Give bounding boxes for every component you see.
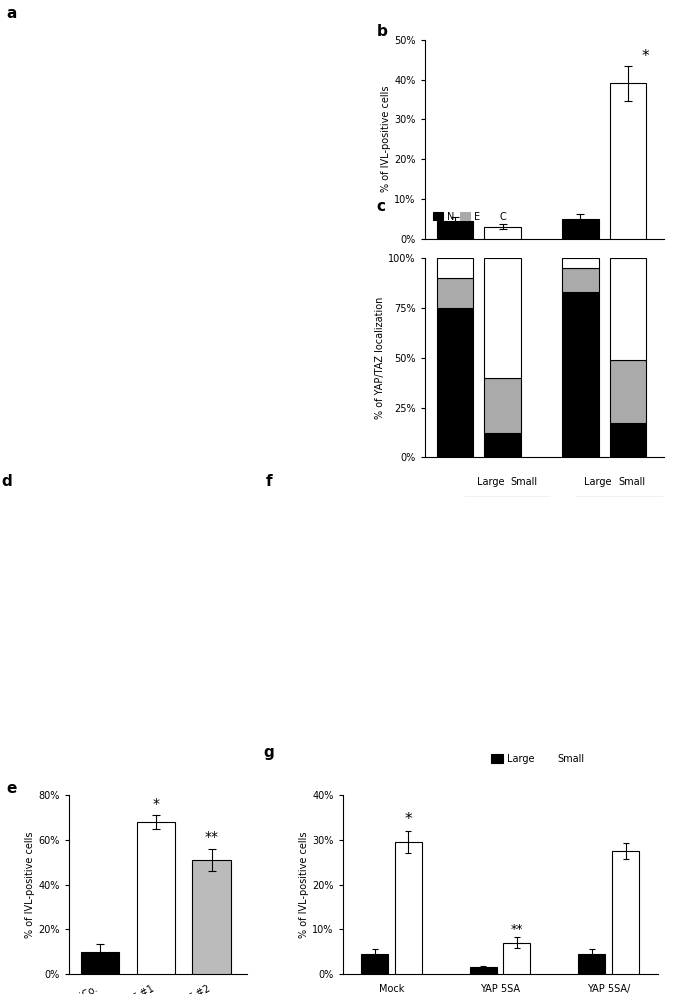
Bar	[484, 227, 521, 239]
Text: 2 h: 2 h	[499, 294, 515, 304]
Legend: N, E, C: N, E, C	[429, 208, 510, 226]
Bar	[136, 822, 175, 974]
Text: c: c	[377, 199, 386, 214]
Bar	[610, 258, 646, 360]
Text: b: b	[377, 24, 388, 39]
Bar	[484, 378, 521, 433]
Bar	[437, 308, 473, 457]
Text: d: d	[1, 474, 12, 489]
Bar	[361, 954, 388, 974]
Bar	[562, 268, 599, 292]
Text: Large: Large	[584, 258, 611, 268]
Bar	[562, 219, 599, 239]
Bar	[437, 278, 473, 308]
Bar	[81, 952, 119, 974]
Bar	[192, 860, 231, 974]
Text: **: **	[510, 923, 523, 936]
Text: a: a	[7, 6, 17, 21]
Bar	[610, 360, 646, 423]
Text: *: *	[404, 811, 412, 827]
Bar	[578, 954, 606, 974]
Text: **: **	[205, 830, 219, 845]
Text: Small: Small	[619, 477, 646, 487]
Text: *: *	[152, 797, 160, 811]
Bar	[395, 842, 422, 974]
Legend: Large, Small: Large, Small	[487, 749, 588, 767]
Y-axis label: % of IVL-positive cells: % of IVL-positive cells	[299, 831, 309, 938]
Bar	[562, 292, 599, 457]
Text: *: *	[642, 49, 649, 64]
Bar	[484, 258, 521, 378]
Bar	[612, 851, 639, 974]
Text: 24 h: 24 h	[608, 513, 630, 523]
Text: f: f	[266, 474, 273, 489]
Text: e: e	[6, 781, 16, 796]
Bar	[503, 942, 530, 974]
Bar	[437, 258, 473, 278]
Text: g: g	[264, 746, 275, 760]
Text: Small: Small	[510, 258, 538, 268]
Text: Large: Large	[477, 477, 504, 487]
Text: Large: Large	[477, 258, 504, 268]
Bar	[484, 433, 521, 457]
Bar	[610, 423, 646, 457]
Text: Small: Small	[619, 258, 646, 268]
Bar	[437, 221, 473, 239]
Text: Small: Small	[510, 477, 538, 487]
Y-axis label: % of YAP/TAZ localization: % of YAP/TAZ localization	[375, 296, 386, 419]
Y-axis label: % of IVL-positive cells: % of IVL-positive cells	[382, 85, 391, 193]
Text: 2 h: 2 h	[499, 513, 515, 523]
Y-axis label: % of IVL-positive cells: % of IVL-positive cells	[25, 831, 35, 938]
Text: 24 h: 24 h	[608, 294, 630, 304]
Bar	[610, 83, 646, 239]
Bar	[562, 258, 599, 268]
Bar	[470, 967, 497, 974]
Text: Large: Large	[584, 477, 611, 487]
